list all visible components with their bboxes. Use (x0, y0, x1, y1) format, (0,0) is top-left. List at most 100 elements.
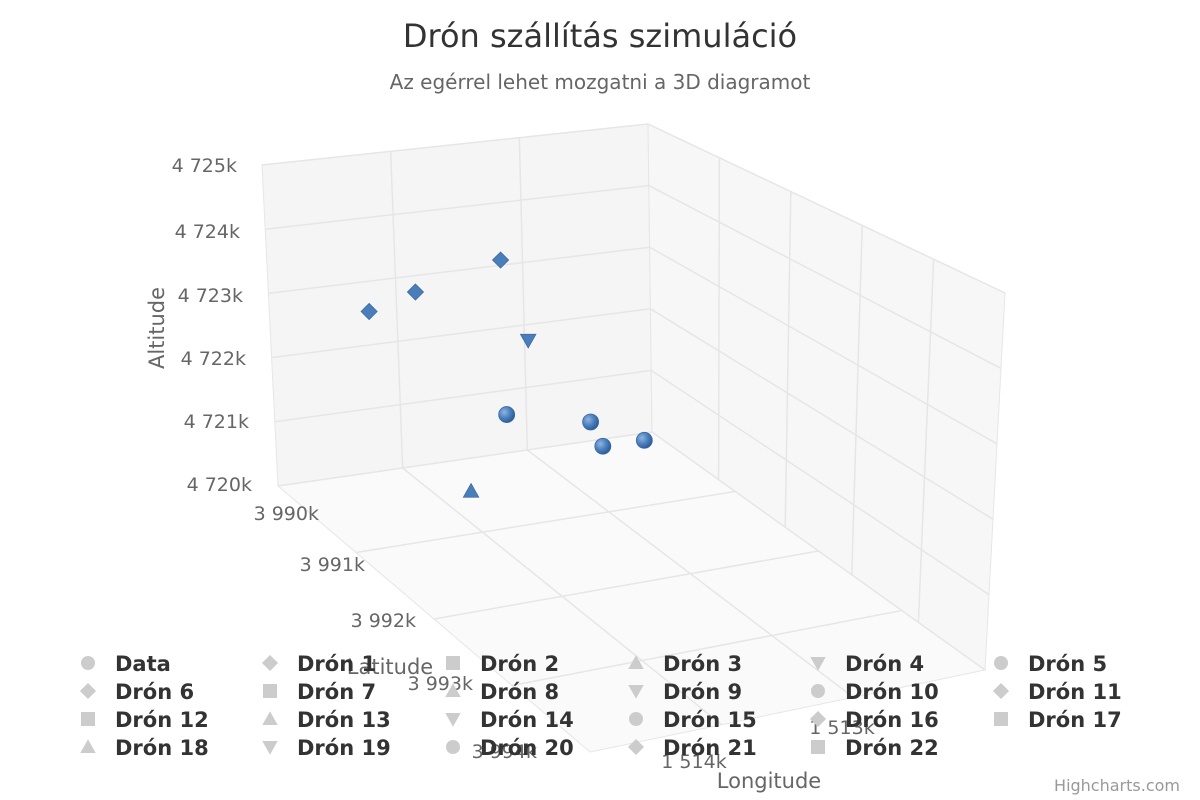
grid-line (647, 123, 1006, 294)
grid-line (261, 123, 649, 166)
data-point[interactable] (635, 431, 653, 449)
grid-line (265, 184, 649, 230)
legend-item[interactable]: Drón 1 (261, 652, 376, 676)
data-point[interactable] (594, 437, 612, 455)
legend-item[interactable]: Drón 4 (810, 652, 924, 676)
legend-label: Drón 12 (115, 708, 209, 732)
legend[interactable]: Data Drón 1 Drón 2 Drón 3 Drón 4 Drón 5 Drón 6… (79, 652, 1122, 760)
legend-label: Drón 10 (845, 680, 939, 704)
legend-label: Drón 14 (480, 708, 574, 732)
legend-label: Drón 17 (1028, 708, 1122, 732)
data-point[interactable] (498, 406, 516, 423)
grid-line (355, 490, 736, 554)
legend-item[interactable]: Drón 14 (445, 708, 574, 732)
legend-label: Drón 5 (1028, 652, 1107, 676)
legend-symbol-icon (261, 654, 279, 672)
legend-symbol-icon (629, 712, 643, 726)
legend-label: Drón 20 (480, 736, 574, 760)
grid-line (271, 308, 651, 359)
legend-symbol-icon (992, 682, 1010, 700)
longitude-axis-ticks: 1 513k 1 514k (661, 717, 874, 773)
legend-label: Drón 18 (115, 736, 209, 760)
legend-item[interactable]: Drón 15 (629, 708, 757, 732)
data-point[interactable] (406, 283, 425, 301)
legend-item[interactable]: Drón 5 (994, 652, 1107, 676)
data-point[interactable] (360, 302, 378, 321)
data-point[interactable] (491, 251, 510, 269)
latitude-axis-ticks: 3 990k 3 991k 3 992k 3 993k 3 994k (254, 503, 537, 763)
legend-label: Drón 3 (663, 652, 742, 676)
legend-item[interactable]: Drón 12 (81, 708, 209, 732)
legend-symbol-icon (627, 738, 645, 756)
legend-item[interactable]: Drón 13 (262, 708, 391, 732)
legend-item[interactable]: Data (81, 652, 171, 676)
legend-symbol-icon (263, 684, 277, 698)
legend-label: Drón 15 (663, 708, 757, 732)
grid-line (851, 225, 863, 575)
longitude-axis-title: Longitude (717, 769, 821, 793)
grid-line (649, 246, 998, 445)
legend-label: Drón 21 (663, 736, 757, 760)
legend-label: Drón 4 (845, 652, 924, 676)
grid-line (274, 369, 652, 423)
legend-symbol-icon (81, 656, 95, 670)
altitude-axis-title: Altitude (145, 287, 169, 369)
legend-label: Drón 13 (297, 708, 391, 732)
grid-line (650, 369, 990, 596)
altitude-tick-label: 4 723k (178, 285, 243, 307)
legend-item[interactable]: Drón 8 (445, 680, 559, 704)
legend-item[interactable]: Drón 7 (263, 680, 376, 704)
legend-item[interactable]: Drón 9 (628, 680, 742, 704)
legend-label: Data (115, 652, 171, 676)
legend-symbol-icon (810, 657, 826, 671)
latitude-tick-label: 3 993k (408, 673, 473, 695)
back-wall-pane (261, 123, 653, 487)
legend-item[interactable]: Drón 19 (262, 736, 391, 760)
altitude-tick-label: 4 720k (187, 474, 252, 496)
legend-item[interactable]: Drón 10 (811, 680, 939, 704)
credits-link[interactable]: Highcharts.com (1054, 776, 1180, 795)
legend-symbol-icon (446, 740, 460, 754)
legend-item[interactable]: Drón 16 (809, 708, 939, 732)
grid-line (268, 246, 650, 295)
legend-item[interactable]: Drón 17 (994, 708, 1122, 732)
grid-line (402, 467, 723, 726)
legend-label: Drón 2 (480, 652, 559, 676)
legend-symbol-icon (80, 739, 96, 753)
grid-line (717, 157, 721, 480)
legend-item[interactable]: Drón 21 (627, 736, 757, 760)
legend-item[interactable]: Drón 18 (80, 736, 209, 760)
legend-symbol-icon (445, 683, 461, 697)
legend-label: Drón 19 (297, 736, 391, 760)
legend-item[interactable]: Drón 6 (79, 680, 194, 704)
legend-item[interactable]: Drón 20 (446, 736, 574, 760)
legend-label: Drón 1 (297, 652, 376, 676)
legend-item[interactable]: Drón 3 (628, 652, 742, 676)
altitude-tick-label: 4 721k (184, 411, 249, 433)
grid-line (518, 137, 529, 451)
data-point[interactable] (462, 482, 480, 498)
legend-item[interactable]: Drón 2 (446, 652, 559, 676)
legend-label: Drón 7 (297, 680, 376, 704)
legend-symbol-icon (994, 712, 1008, 726)
latitude-tick-label: 3 994k (472, 741, 537, 763)
data-point[interactable] (519, 333, 537, 349)
legend-item[interactable]: Drón 22 (811, 736, 939, 760)
legend-symbol-icon (262, 741, 278, 755)
legend-symbol-icon (262, 711, 278, 725)
chart-title: Drón szállítás szimuláció (403, 17, 797, 55)
data-points (360, 251, 653, 498)
grid-line (511, 609, 902, 687)
altitude-axis-ticks: 4 720k 4 721k 4 722k 4 723k 4 724k 4 725… (172, 155, 252, 496)
legend-symbol-icon (79, 682, 97, 700)
grid-line (784, 191, 792, 528)
grid-line (650, 308, 994, 520)
legend-label: Drón 8 (480, 680, 559, 704)
legend-label: Drón 16 (845, 708, 939, 732)
data-point[interactable] (582, 413, 599, 431)
legend-symbol-icon (628, 655, 644, 669)
latitude-tick-label: 3 990k (254, 503, 319, 525)
legend-item[interactable]: Drón 11 (992, 680, 1122, 704)
legend-symbol-icon (811, 684, 825, 698)
